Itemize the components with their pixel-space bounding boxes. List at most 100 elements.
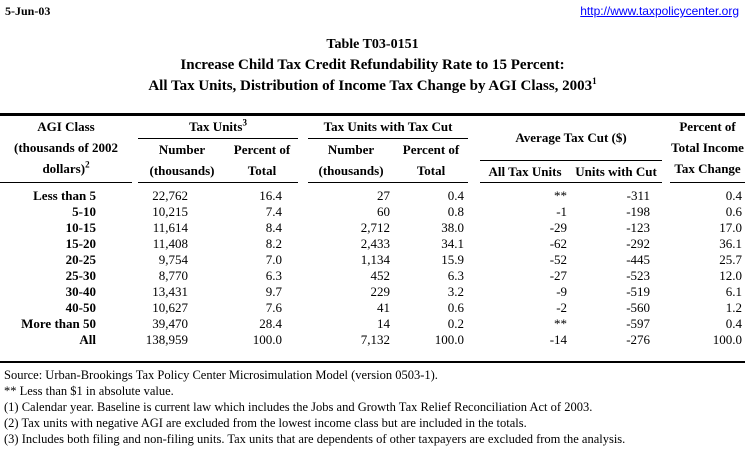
value-cell: 11,614 [152,220,188,235]
value-cell: -276 [626,332,651,347]
footnote-ref-3: 3 [242,117,247,128]
value-cell: 7.6 [265,300,283,315]
table-row: 25-30 8,770 6.3 452 6.3 -27 -523 12.0 [0,268,745,284]
value-cell: 25.7 [719,252,743,267]
value-cell: -311 [626,188,651,203]
agi-class-cell: More than 50 [21,316,96,331]
footnote-source: Source: Urban-Brookings Tax Policy Cente… [4,368,438,382]
value-cell: 10,215 [152,204,188,219]
value-cell: 12.0 [719,268,743,283]
value-cell: 6.3 [265,268,283,283]
table-number-title: Table T03-0151 [326,37,419,52]
agi-class-cell: 30-40 [65,284,96,299]
value-cell: 8.2 [265,236,283,251]
agi-class-cell: Less than 5 [33,188,96,203]
value-cell: 0.6 [725,204,743,219]
agi-class-cell: 10-15 [65,220,96,235]
column-gap [662,116,670,182]
header-agi-class: AGI Class (thousands of 2002 dollars)2 [0,116,132,183]
value-cell: 16.4 [259,188,283,203]
table-subtitle-2: All Tax Units, Distribution of Income Ta… [148,76,597,95]
value-cell: ** [554,188,568,203]
table-row: 10-15 11,614 8.4 2,712 38.0 -29 -123 17.… [0,220,745,236]
value-cell: 38.0 [441,220,465,235]
value-cell: 15.9 [441,252,465,267]
table-row: More than 50 39,470 28.4 14 0.2 ** -597 … [0,316,745,332]
value-cell: 229 [370,284,391,299]
distribution-table-wrap: AGI Class (thousands of 2002 dollars)2 T… [0,113,745,363]
table-body: Less than 5 22,762 16.4 27 0.4 ** -311 0… [0,182,745,361]
table-row: 15-20 11,408 8.2 2,433 34.1 -62 -292 36.… [0,236,745,252]
header-cut-number: Number (thousands) [308,138,395,183]
value-cell: 452 [370,268,391,283]
value-cell: 138,959 [145,332,188,347]
value-cell: -1 [556,204,568,219]
table-row: 30-40 13,431 9.7 229 3.2 -9 -519 6.1 [0,284,745,300]
value-cell: 14 [377,316,391,331]
value-cell: 7.0 [265,252,283,267]
agi-class-cell: 15-20 [65,236,96,251]
value-cell: -560 [626,300,651,315]
footnotes: Source: Urban-Brookings Tax Policy Cente… [0,363,745,447]
agi-class-cell: 20-25 [65,252,96,267]
value-cell: 34.1 [441,236,465,251]
distribution-table: AGI Class (thousands of 2002 dollars)2 T… [0,116,745,361]
table-top-double-rule [0,113,745,116]
value-cell: 9,754 [158,252,188,267]
header-group-tax-units-with-cut: Tax Units with Tax Cut [308,116,469,139]
value-cell: 100.0 [712,332,743,347]
value-cell: 2,712 [360,220,391,235]
value-cell: -523 [626,268,651,283]
value-cell: 13,431 [152,284,188,299]
value-cell: 0.4 [447,188,465,203]
top-bar: 5-Jun-03 http://www.taxpolicycenter.org [0,0,745,22]
value-cell: -62 [549,236,568,251]
table-row-total: All 138,959 100.0 7,132 100.0 -14 -276 1… [0,332,745,348]
value-cell: 3.2 [447,284,465,299]
header-cut-percent: Percent of Total [394,138,469,183]
value-cell: -198 [626,204,651,219]
value-cell: 36.1 [719,236,743,251]
agi-class-cell: 25-30 [65,268,96,283]
taxpolicycenter-link[interactable]: http://www.taxpolicycenter.org [580,4,739,18]
value-cell: ** [554,316,568,331]
column-gap [468,116,480,182]
value-cell: -519 [626,284,651,299]
table-row: 20-25 9,754 7.0 1,134 15.9 -52 -445 25.7 [0,252,745,268]
title-block: Table T03-0151 Increase Child Tax Credit… [0,34,745,97]
header-percent-total-income: Percent of Total Income Tax Change [670,116,745,183]
table-row: Less than 5 22,762 16.4 27 0.4 ** -311 0… [0,188,745,204]
table-header: AGI Class (thousands of 2002 dollars)2 T… [0,116,745,183]
value-cell: 39,470 [152,316,188,331]
footnote-ref-2: 2 [85,159,90,170]
table-subtitle: Increase Child Tax Credit Refundability … [180,57,565,73]
value-cell: 8,770 [158,268,188,283]
value-cell: -2 [556,300,568,315]
value-cell: 27 [377,188,391,203]
value-cell: -445 [626,252,651,267]
value-cell: 100.0 [252,332,283,347]
value-cell: 0.2 [447,316,465,331]
value-cell: 0.6 [447,300,465,315]
header-group-tax-units: Tax Units3 [138,116,299,139]
header-all-tax-units: All Tax Units [480,160,571,183]
value-cell: 1,134 [360,252,391,267]
agi-class-cell: 40-50 [65,300,96,315]
value-cell: 9.7 [265,284,283,299]
value-cell: -9 [556,284,568,299]
footnote-asterisks: ** Less than $1 in absolute value. [4,384,174,398]
header-group-average-tax-cut: Average Tax Cut ($) [480,116,663,161]
footnote-3: (3) Includes both filing and non-filing … [4,432,626,446]
footnote-ref-1: 1 [592,76,597,86]
date-label: 5-Jun-03 [5,4,51,18]
agi-class-cell: 5-10 [72,204,96,219]
header-tu-percent: Percent of Total [226,138,299,183]
value-cell: 6.3 [447,268,465,283]
value-cell: 10,627 [152,300,188,315]
value-cell: 0.4 [725,316,743,331]
table-row: 5-10 10,215 7.4 60 0.8 -1 -198 0.6 [0,204,745,220]
value-cell: 7,132 [360,332,391,347]
value-cell: -52 [549,252,568,267]
value-cell: 28.4 [259,316,283,331]
value-cell: 2,433 [360,236,391,251]
